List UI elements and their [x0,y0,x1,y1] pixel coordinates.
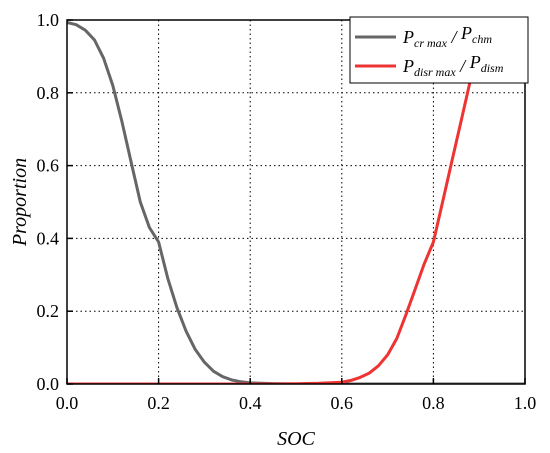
x-tick-label: 0.4 [239,393,262,413]
y-tick-label: 0.2 [37,301,60,321]
y-tick-label: 0.4 [37,228,60,248]
x-tick-label: 0.0 [56,393,79,413]
y-tick-label: 0.0 [37,374,60,394]
plot-frame [66,19,526,385]
y-tick-label: 1.0 [37,10,60,30]
x-tick-label: 0.8 [422,393,445,413]
x-axis-label: SOC [277,428,315,450]
y-axis-label: Proportion [9,158,31,247]
series-line-1 [67,21,525,384]
x-tick-label: 0.6 [331,393,354,413]
series-layer [67,21,525,384]
legend-entry-label: Pcr max / Pchm [402,23,492,50]
y-tick-label: 0.6 [37,156,60,176]
legend-entry-label: Pdisr max / Pdism [402,52,504,79]
legend-box [349,16,529,84]
ticks: 0.0 0.2 0.4 0.6 0.8 1.0 0.0 0.2 0.4 0.6 0.8 1.0 [37,10,537,413]
x-tick-label: 1.0 [514,393,537,413]
series-line-2 [67,80,472,384]
y-tick-label: 0.8 [37,83,60,103]
x-tick-label: 0.2 [147,393,170,413]
